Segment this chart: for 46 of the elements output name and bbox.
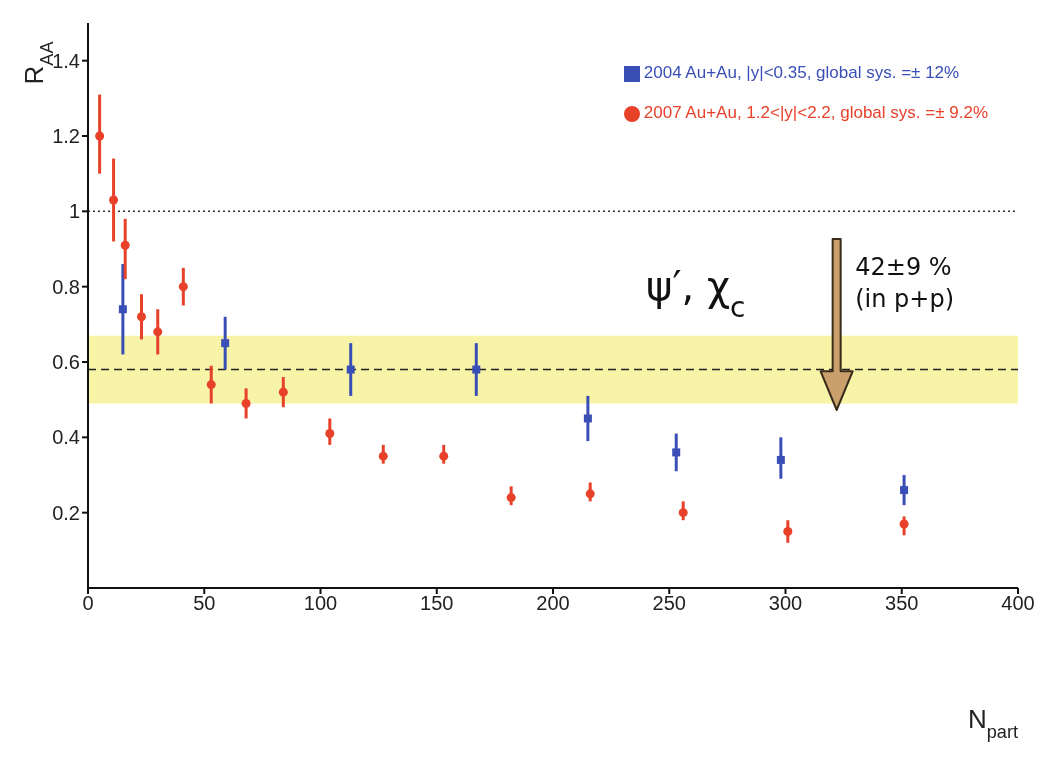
- y-tick-label: 0.8: [52, 275, 80, 298]
- point: [439, 451, 449, 461]
- point: [120, 240, 130, 250]
- x-tick-label: 400: [1001, 592, 1035, 615]
- point: [346, 365, 355, 374]
- y-tick-label: 0.2: [52, 501, 80, 524]
- legend-label: 2004 Au+Au, |y|<0.35, global sys. =± 12%: [643, 63, 960, 82]
- point: [378, 451, 388, 461]
- point: [178, 282, 188, 292]
- point: [95, 131, 105, 141]
- point: [900, 486, 909, 495]
- point: [221, 339, 230, 348]
- x-tick-label: 50: [193, 592, 216, 615]
- annotation: 42±9 %: [855, 252, 952, 281]
- point: [206, 380, 216, 390]
- point: [278, 387, 288, 397]
- point: [136, 312, 146, 322]
- point: [583, 414, 592, 423]
- point: [241, 398, 251, 408]
- point: [783, 526, 793, 537]
- x-tick-label: 0: [82, 592, 94, 615]
- annotation: (in p+p): [855, 284, 955, 313]
- x-tick-label: 250: [652, 592, 686, 615]
- point: [153, 327, 163, 337]
- x-tick-label: 150: [420, 592, 454, 615]
- point: [585, 489, 595, 499]
- point: [325, 429, 335, 439]
- point: [672, 448, 681, 457]
- point: [899, 519, 909, 529]
- point: [678, 508, 688, 518]
- point: [472, 365, 481, 374]
- x-tick-label: 350: [885, 592, 919, 615]
- legend-label: 2007 Au+Au, 1.2<|y|<2.2, global sys. =± 9.2%: [643, 103, 988, 122]
- point: [776, 455, 785, 464]
- x-axis-title: N$_{part}$: [967, 704, 1018, 742]
- y-tick-label: 0.6: [52, 351, 80, 374]
- y-tick-label: 0.4: [52, 426, 80, 449]
- y-tick-label: 1.2: [52, 125, 80, 148]
- point: [118, 305, 127, 314]
- x-tick-label: 200: [536, 592, 570, 615]
- annotation: ψ′, χ$_{c}$: [646, 263, 746, 324]
- y-tick-label: 1: [68, 200, 80, 223]
- x-tick-label: 100: [303, 592, 338, 615]
- point: [506, 493, 516, 503]
- x-tick-label: 300: [768, 592, 803, 615]
- point: [109, 195, 119, 205]
